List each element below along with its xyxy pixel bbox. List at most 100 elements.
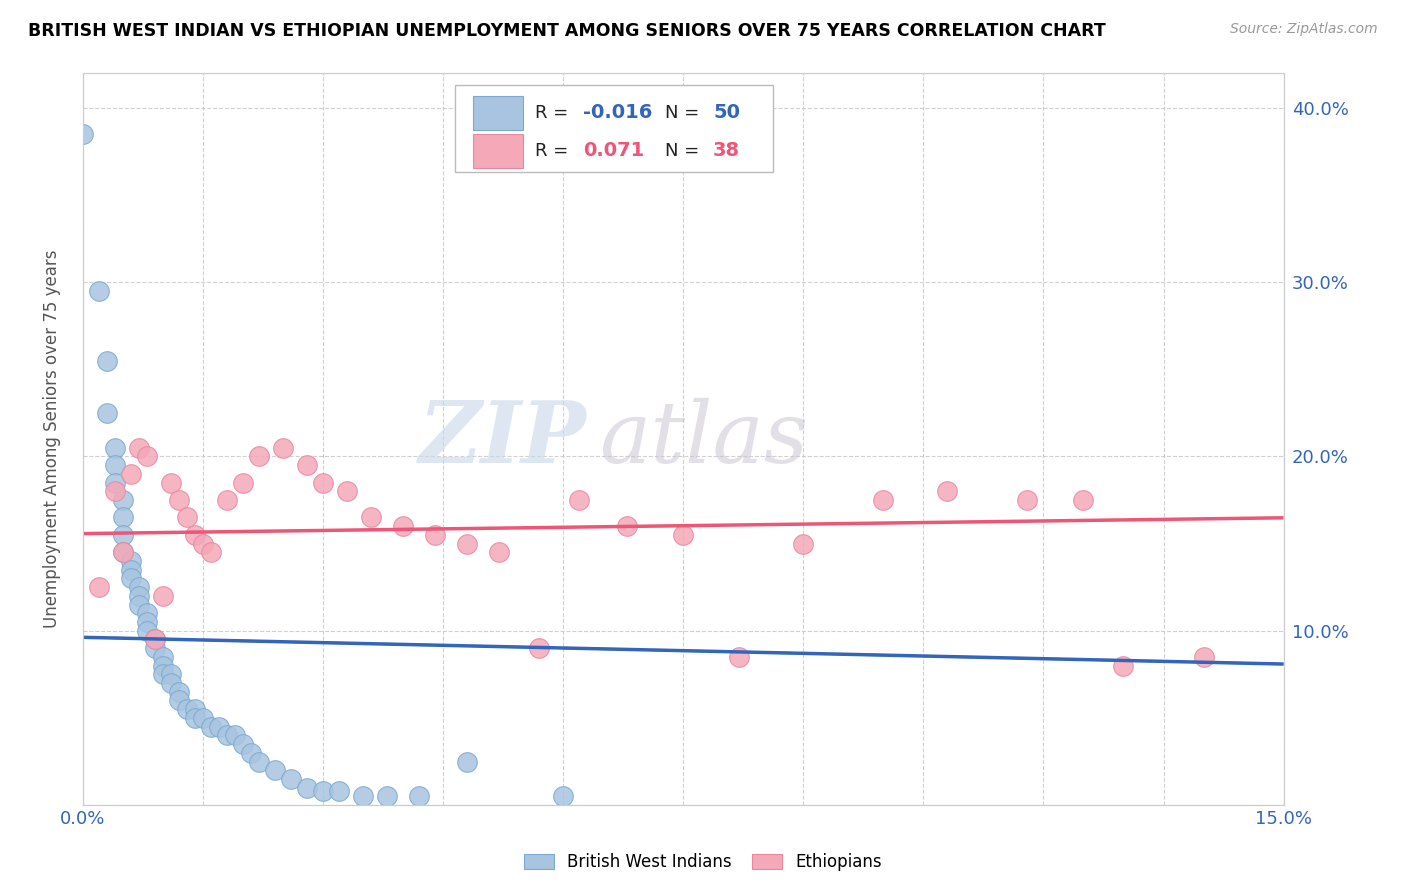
Point bbox=[135, 450, 157, 464]
Point bbox=[312, 475, 335, 490]
Point bbox=[488, 545, 510, 559]
Point bbox=[215, 493, 238, 508]
Point bbox=[551, 789, 574, 804]
Point bbox=[176, 510, 198, 524]
Point bbox=[128, 598, 150, 612]
Point bbox=[87, 284, 110, 298]
Point bbox=[352, 789, 374, 804]
Text: 38: 38 bbox=[713, 141, 741, 161]
Point bbox=[184, 711, 207, 725]
Point bbox=[872, 493, 894, 508]
Point bbox=[191, 711, 214, 725]
Point bbox=[152, 649, 174, 664]
Point bbox=[568, 493, 591, 508]
Point bbox=[1192, 649, 1215, 664]
Point bbox=[616, 519, 638, 533]
Point bbox=[135, 615, 157, 629]
Point bbox=[120, 563, 142, 577]
Text: Source: ZipAtlas.com: Source: ZipAtlas.com bbox=[1230, 22, 1378, 37]
Point bbox=[167, 693, 190, 707]
Text: ZIP: ZIP bbox=[419, 397, 588, 481]
Point bbox=[135, 624, 157, 638]
Point bbox=[104, 458, 127, 472]
Point bbox=[128, 589, 150, 603]
Point bbox=[200, 545, 222, 559]
Point bbox=[96, 353, 118, 368]
Point bbox=[295, 780, 318, 795]
Text: -0.016: -0.016 bbox=[583, 103, 652, 122]
Point bbox=[159, 676, 181, 690]
Point bbox=[232, 737, 254, 751]
Point bbox=[360, 510, 382, 524]
Point bbox=[312, 784, 335, 798]
FancyBboxPatch shape bbox=[472, 96, 523, 129]
Point bbox=[143, 632, 166, 647]
Point bbox=[176, 702, 198, 716]
Point bbox=[191, 536, 214, 550]
Point bbox=[392, 519, 415, 533]
Point bbox=[936, 484, 959, 499]
Point bbox=[128, 441, 150, 455]
Point bbox=[408, 789, 430, 804]
Point bbox=[167, 685, 190, 699]
Point bbox=[295, 458, 318, 472]
Point bbox=[104, 484, 127, 499]
Point bbox=[263, 763, 285, 777]
Text: R =: R = bbox=[536, 103, 568, 122]
Point bbox=[792, 536, 814, 550]
Point bbox=[120, 554, 142, 568]
Point bbox=[167, 493, 190, 508]
Point bbox=[111, 545, 134, 559]
Point bbox=[224, 728, 246, 742]
Point bbox=[232, 475, 254, 490]
Point bbox=[143, 632, 166, 647]
Text: 0.071: 0.071 bbox=[583, 141, 645, 161]
Point bbox=[247, 755, 270, 769]
Point bbox=[208, 720, 231, 734]
Point bbox=[200, 720, 222, 734]
Point bbox=[128, 580, 150, 594]
Text: atlas: atlas bbox=[599, 398, 808, 481]
Point bbox=[336, 484, 359, 499]
Point bbox=[87, 580, 110, 594]
Point bbox=[111, 545, 134, 559]
Point bbox=[111, 510, 134, 524]
Text: R =: R = bbox=[536, 142, 568, 160]
Point bbox=[456, 755, 478, 769]
Point bbox=[1017, 493, 1039, 508]
Point bbox=[375, 789, 398, 804]
Point bbox=[120, 467, 142, 481]
Point bbox=[672, 528, 695, 542]
Point bbox=[328, 784, 350, 798]
Text: N =: N = bbox=[665, 142, 699, 160]
Y-axis label: Unemployment Among Seniors over 75 years: Unemployment Among Seniors over 75 years bbox=[44, 250, 60, 628]
Point bbox=[280, 772, 302, 786]
Text: 50: 50 bbox=[713, 103, 740, 122]
FancyBboxPatch shape bbox=[456, 86, 773, 172]
Point bbox=[96, 406, 118, 420]
FancyBboxPatch shape bbox=[472, 134, 523, 168]
Point bbox=[143, 641, 166, 656]
Point bbox=[271, 441, 294, 455]
Point bbox=[111, 528, 134, 542]
Point bbox=[1112, 658, 1135, 673]
Point bbox=[184, 702, 207, 716]
Point bbox=[104, 441, 127, 455]
Point bbox=[239, 746, 262, 760]
Point bbox=[215, 728, 238, 742]
Text: N =: N = bbox=[665, 103, 699, 122]
Text: BRITISH WEST INDIAN VS ETHIOPIAN UNEMPLOYMENT AMONG SENIORS OVER 75 YEARS CORREL: BRITISH WEST INDIAN VS ETHIOPIAN UNEMPLO… bbox=[28, 22, 1107, 40]
Point bbox=[527, 641, 550, 656]
Point bbox=[247, 450, 270, 464]
Point bbox=[120, 572, 142, 586]
Point bbox=[72, 127, 94, 141]
Point bbox=[159, 475, 181, 490]
Point bbox=[152, 667, 174, 681]
Point bbox=[152, 589, 174, 603]
Legend: British West Indians, Ethiopians: British West Indians, Ethiopians bbox=[516, 845, 890, 880]
Point bbox=[152, 658, 174, 673]
Point bbox=[728, 649, 751, 664]
Point bbox=[1073, 493, 1095, 508]
Point bbox=[111, 493, 134, 508]
Point bbox=[135, 607, 157, 621]
